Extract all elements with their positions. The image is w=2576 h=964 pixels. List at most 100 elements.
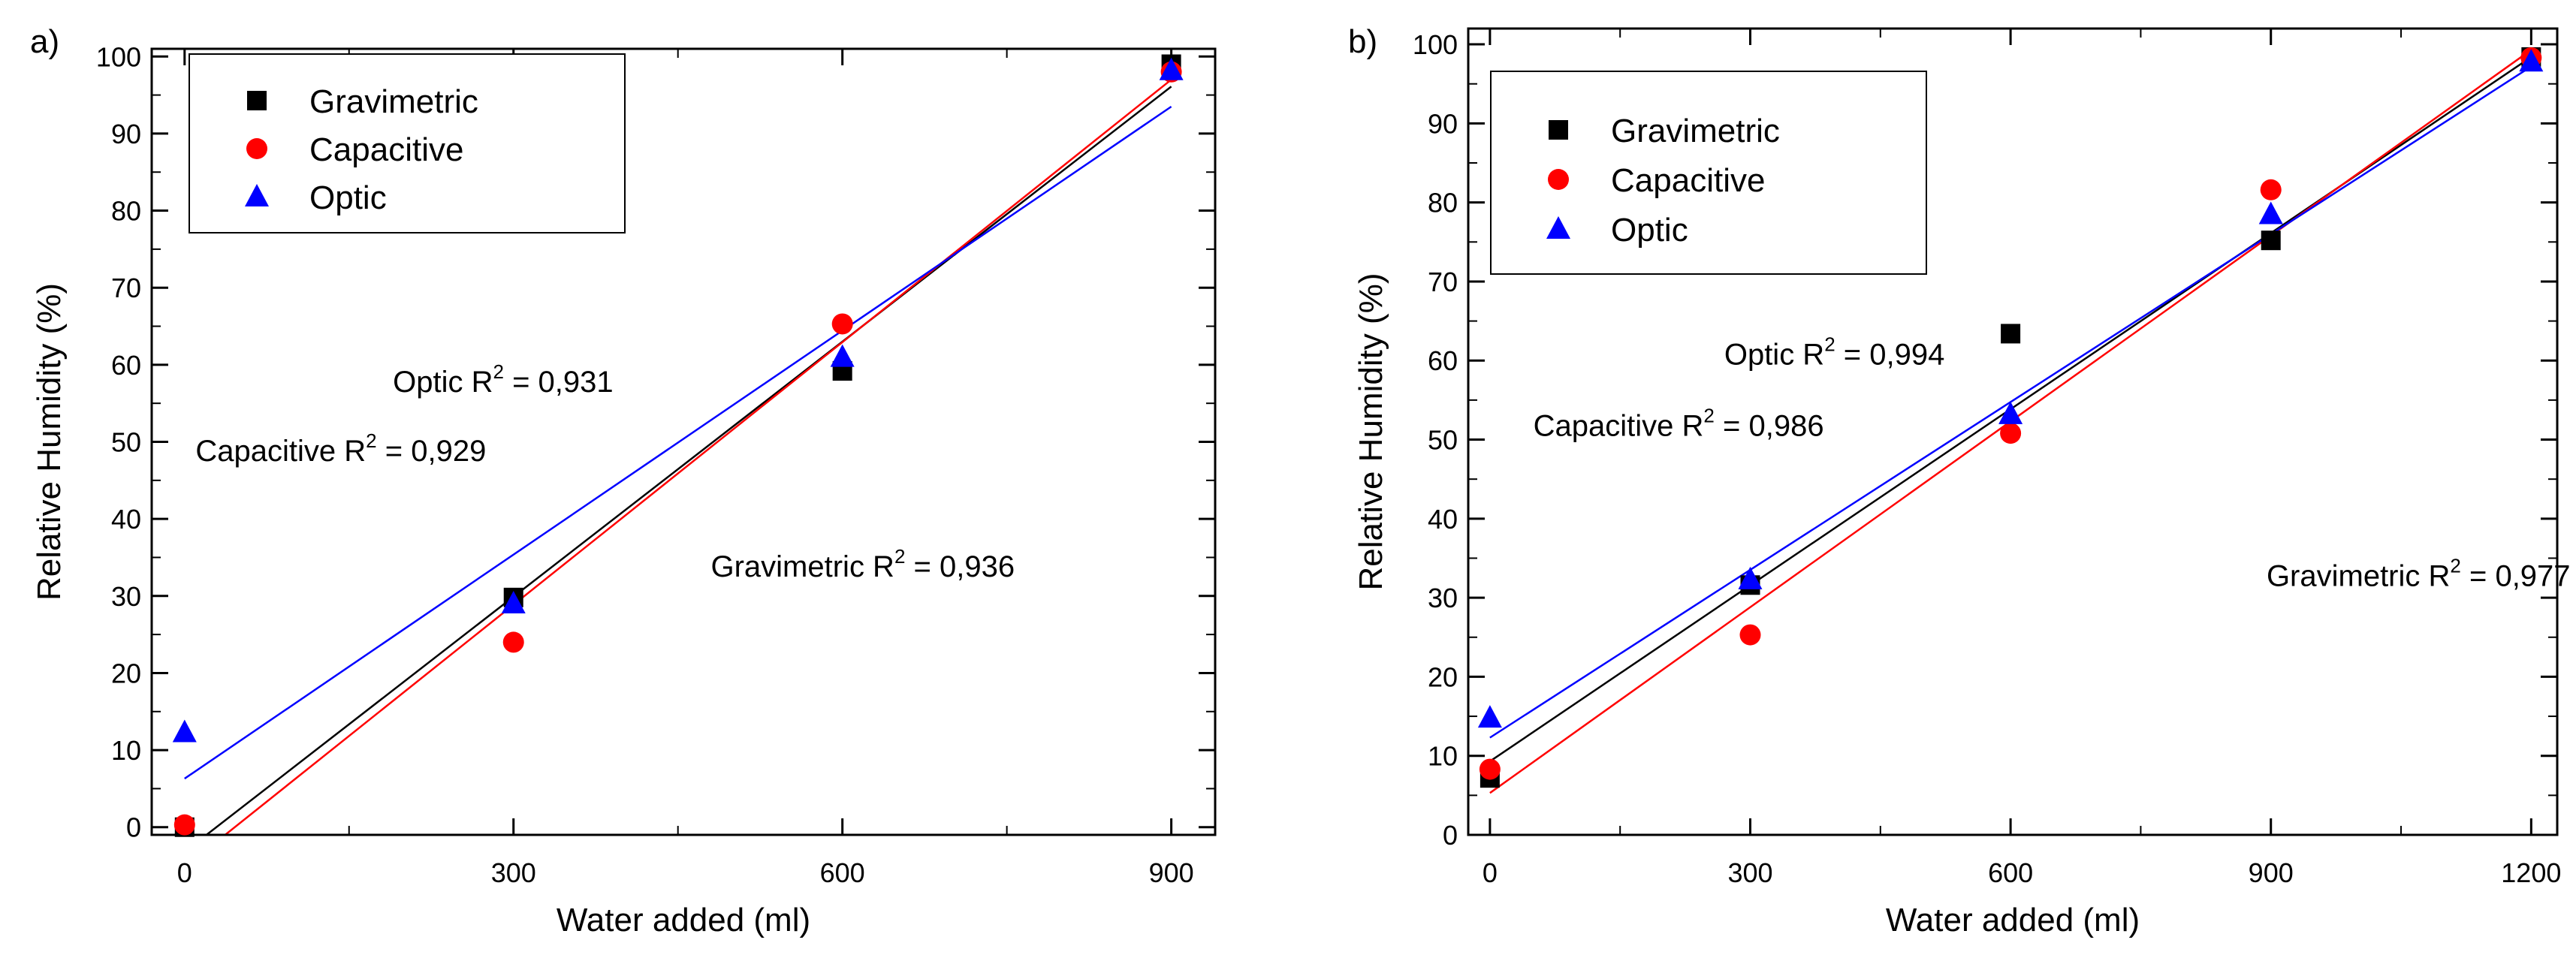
x-tick-label: 1200 xyxy=(2501,857,2561,888)
x-axis-title: Water added (ml) xyxy=(557,902,810,938)
legend: Gravimetric Capacitive Optic xyxy=(1490,71,1927,275)
legend-label-capacitive: Capacitive xyxy=(309,131,463,168)
annotation-optic-r2: Optic R2 = 0,931 xyxy=(393,360,614,399)
fit-line-gravimetric xyxy=(204,86,1172,835)
data-point-optic xyxy=(1998,401,2023,424)
data-point-optic xyxy=(1159,57,1184,80)
annotation-value: = 0,936 xyxy=(905,550,1015,583)
panel-label: a) xyxy=(30,23,59,60)
legend-label-gravimetric: Gravimetric xyxy=(1611,113,1780,149)
annotation-superscript: 2 xyxy=(1703,404,1714,426)
x-tick-label: 300 xyxy=(1727,857,1772,888)
chart-panel-b: 0 300 600 900 1200 0 10 20 30 40 50 60 70 80 90 100 Wate… xyxy=(1348,23,2571,938)
data-point-optic xyxy=(2519,49,2544,72)
panel-label: b) xyxy=(1348,23,1377,60)
plot-frame xyxy=(1467,27,2559,836)
y-tick-label: 20 xyxy=(1428,661,1458,692)
annotation-capacitive-r2: Capacitive R2 = 0,986 xyxy=(1534,404,1824,442)
annotation-superscript: 2 xyxy=(493,360,504,383)
annotation-optic-r2: Optic R2 = 0,994 xyxy=(1724,333,1945,372)
fit-line-optic xyxy=(184,105,1172,780)
annotation-value: = 0,977 xyxy=(2461,559,2571,592)
y-tick-label: 40 xyxy=(1428,504,1458,535)
annotation-superscript: 2 xyxy=(366,429,376,452)
annotation-gravimetric-r2: Gravimetric R2 = 0,977 xyxy=(2267,554,2571,592)
data-point-optic xyxy=(830,344,855,367)
x-tick-label: 0 xyxy=(177,857,192,888)
y-tick-label: 100 xyxy=(96,41,141,72)
y-tick-label: 60 xyxy=(111,350,141,381)
data-point-capacitive xyxy=(1739,624,1761,646)
annotation-text: Capacitive R xyxy=(195,435,366,468)
annotation-text: Gravimetric R xyxy=(2267,559,2450,592)
y-tick-label: 50 xyxy=(111,427,141,458)
y-tick-label: 30 xyxy=(1428,583,1458,613)
y-axis-title: Relative Humidity (%) xyxy=(31,283,68,601)
y-tick-label: 10 xyxy=(111,735,141,766)
x-tick-label: 600 xyxy=(1988,857,2033,888)
y-tick-label: 0 xyxy=(1443,820,1458,851)
annotation-text: Gravimetric R xyxy=(710,550,894,583)
data-point-optic xyxy=(2258,201,2283,224)
y-tick-label: 50 xyxy=(1428,425,1458,456)
fit-line-capacitive xyxy=(223,79,1172,835)
data-point-capacitive xyxy=(2260,179,2282,200)
y-tick-label: 70 xyxy=(111,273,141,303)
data-point-capacitive xyxy=(173,814,195,836)
y-tick-label: 60 xyxy=(1428,345,1458,376)
y-tick-label: 10 xyxy=(1428,741,1458,772)
y-axis-title: Relative Humidity (%) xyxy=(1353,273,1389,591)
y-tick-label: 90 xyxy=(1428,108,1458,139)
x-tick-label: 900 xyxy=(2249,857,2294,888)
legend-label-optic: Optic xyxy=(1611,212,1688,249)
legend: Gravimetric Capacitive Optic xyxy=(189,53,626,233)
data-point-capacitive xyxy=(1479,758,1501,780)
legend-marker-optic xyxy=(1546,216,1570,239)
annotation-value: = 0,986 xyxy=(1715,409,1824,442)
y-tick-label: 80 xyxy=(111,196,141,227)
data-point-gravimetric xyxy=(2261,230,2281,251)
x-tick-label: 300 xyxy=(491,857,536,888)
legend-marker-capacitive xyxy=(1548,169,1569,190)
legend-marker-gravimetric xyxy=(1549,120,1568,140)
annotation-text: Optic R xyxy=(393,366,493,399)
annotation-superscript: 2 xyxy=(894,545,905,568)
data-point-capacitive xyxy=(831,313,853,335)
legend-label-optic: Optic xyxy=(309,179,387,216)
x-tick-label: 600 xyxy=(820,857,865,888)
x-axis-title: Water added (ml) xyxy=(1886,902,2140,938)
x-tick-label: 900 xyxy=(1149,857,1194,888)
annotation-value: = 0,994 xyxy=(1835,339,1945,372)
y-tick-label: 40 xyxy=(111,504,141,535)
legend-label-gravimetric: Gravimetric xyxy=(309,83,478,120)
legend-marker-optic xyxy=(245,184,269,206)
data-point-capacitive xyxy=(502,631,524,653)
legend-marker-capacitive xyxy=(246,138,267,159)
y-tick-label: 90 xyxy=(111,119,141,149)
annotation-superscript: 2 xyxy=(2450,554,2460,577)
data-point-optic xyxy=(172,719,197,743)
annotation-text: Optic R xyxy=(1724,339,1824,372)
y-tick-label: 70 xyxy=(1428,267,1458,297)
legend-marker-gravimetric xyxy=(247,91,267,110)
data-point-capacitive xyxy=(2000,423,2022,444)
data-point-gravimetric xyxy=(2001,324,2021,344)
annotation-superscript: 2 xyxy=(1824,333,1835,356)
y-tick-label: 100 xyxy=(1413,29,1458,60)
annotation-value: = 0,929 xyxy=(377,435,487,468)
annotation-capacitive-r2: Capacitive R2 = 0,929 xyxy=(195,429,486,468)
data-point-optic xyxy=(1738,566,1763,589)
y-tick-label: 0 xyxy=(126,812,141,843)
data-point-optic xyxy=(501,591,526,614)
x-tick-label: 0 xyxy=(1483,857,1498,888)
y-tick-label: 80 xyxy=(1428,188,1458,218)
data-point-optic xyxy=(1477,705,1502,728)
chart-panel-a: 0 300 600 900 0 10 20 30 40 50 60 70 80 90 100 Water ad… xyxy=(30,23,1217,938)
annotation-text: Capacitive R xyxy=(1534,409,1704,442)
y-tick-label: 30 xyxy=(111,581,141,612)
legend-label-capacitive: Capacitive xyxy=(1611,162,1765,199)
y-tick-label: 20 xyxy=(111,658,141,688)
annotation-gravimetric-r2: Gravimetric R2 = 0,936 xyxy=(710,545,1015,583)
